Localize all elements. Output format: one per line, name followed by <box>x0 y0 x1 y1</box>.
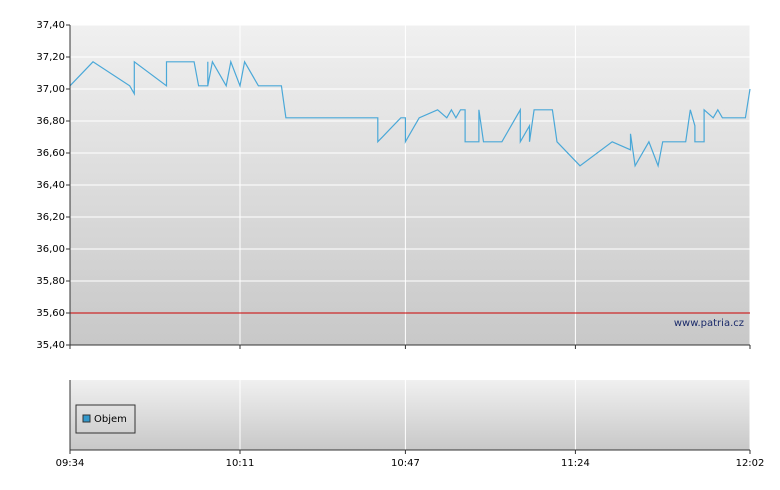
y-tick-label: 35,40 <box>36 340 65 351</box>
y-tick-label: 35,60 <box>36 308 65 319</box>
watermark: www.patria.cz <box>674 318 744 329</box>
y-tick-label: 35,80 <box>36 276 65 287</box>
x-tick-label: 11:24 <box>561 458 590 469</box>
y-tick-label: 36,20 <box>36 212 65 223</box>
legend-swatch <box>82 414 91 423</box>
y-tick-label: 37,00 <box>36 84 65 95</box>
x-tick-label: 10:47 <box>391 458 420 469</box>
y-tick-label: 36,80 <box>36 116 65 127</box>
x-tick-label: 12:02 <box>736 458 765 469</box>
y-tick-label: 36,60 <box>36 148 65 159</box>
price-line <box>69 59 751 168</box>
x-tick-label: 09:34 <box>56 458 85 469</box>
legend-box <box>75 404 136 434</box>
legend-label: Objem <box>94 414 127 425</box>
x-tick-label: 10:11 <box>226 458 255 469</box>
y-tick-label: 36,40 <box>36 180 65 191</box>
y-tick-label: 36,00 <box>36 244 65 255</box>
y-tick-label: 37,20 <box>36 52 65 63</box>
y-tick-label: 37,40 <box>36 20 65 31</box>
volume-background <box>70 380 750 450</box>
